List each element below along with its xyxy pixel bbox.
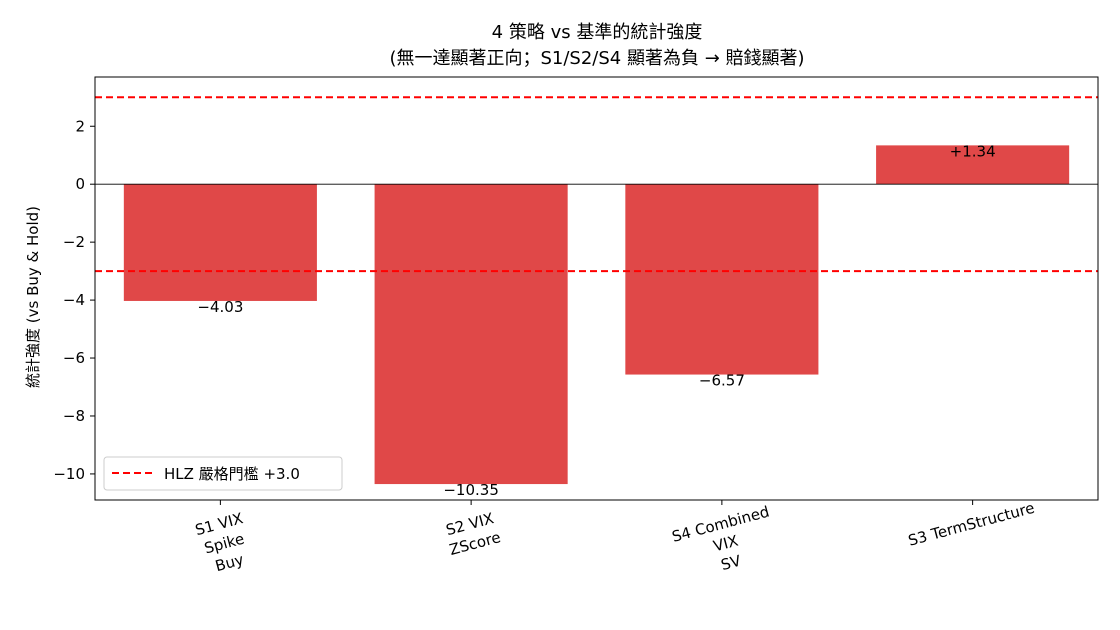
chart-subtitle: (無一達顯著正向；S1/S2/S4 顯著為負 → 賠錢顯著): [389, 48, 804, 69]
bar: [123, 184, 317, 301]
plot-frame: [94, 76, 1099, 501]
chart-title: 4 策略 vs 基準的統計強度: [492, 22, 703, 43]
legend-label-threshold: HLZ 嚴格門檻 +3.0: [164, 465, 300, 483]
y-tick-label: −8: [63, 407, 85, 425]
x-tick-label-line: VIX: [711, 532, 740, 556]
y-tick-label: −10: [53, 465, 85, 483]
x-tick-label: S3 TermStructure: [906, 499, 1036, 550]
y-tick-label: −4: [63, 291, 85, 309]
bar: [374, 184, 568, 485]
data-label: −6.57: [699, 372, 745, 390]
bar: [876, 145, 1070, 185]
plot-area: −4.03 −10.35 −6.57 +1.34 2 0 −2 −4 −6 −8 −10 S1 VIX…: [53, 96, 1098, 575]
y-axis-label: 統計強度 (vs Buy & Hold): [24, 206, 42, 388]
legend-box: [103, 456, 343, 491]
x-tick-label-line: S3 TermStructure: [906, 499, 1036, 550]
x-tick-label-line: SV: [719, 551, 743, 574]
y-tick-label: 0: [75, 175, 85, 193]
bar: [625, 184, 819, 375]
legend: HLZ 嚴格門檻 +3.0: [103, 456, 343, 491]
data-label: +1.34: [950, 142, 996, 160]
data-label: −10.35: [443, 481, 499, 499]
data-label: −4.03: [197, 298, 243, 316]
y-tick-label: 2: [75, 117, 85, 135]
y-tick-label: −2: [63, 233, 85, 251]
y-tick-label: −6: [63, 349, 85, 367]
